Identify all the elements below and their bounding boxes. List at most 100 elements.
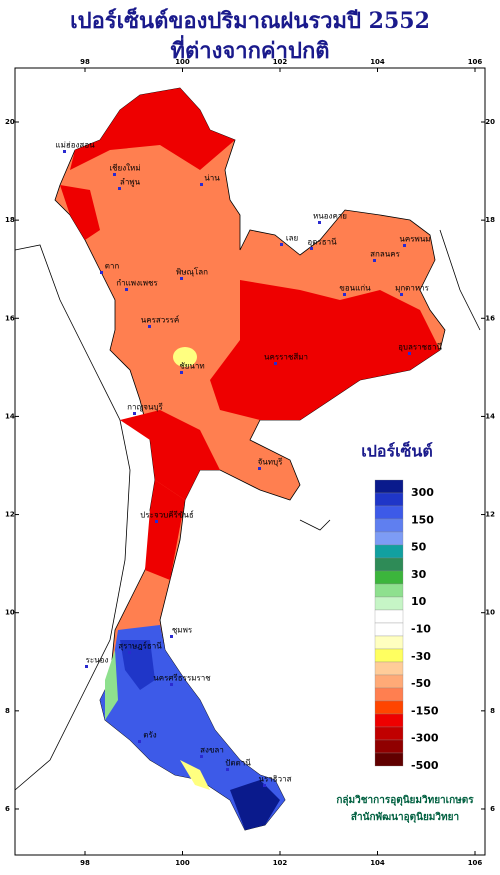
legend-swatch (374, 739, 404, 754)
legend-label: -10 (411, 623, 431, 636)
station-dot (113, 173, 116, 176)
province-label: แม่ฮ่องสอน (55, 141, 95, 150)
station-dot (118, 187, 121, 190)
lat-tick-label: 14 (5, 412, 15, 420)
legend-swatch (374, 518, 404, 533)
province-label: เชียงใหม่ (109, 164, 140, 173)
anomaly-zone (70, 88, 235, 170)
legend-swatch (374, 700, 404, 715)
anomaly-zone (120, 410, 220, 500)
lon-tick-label: 104 (370, 58, 385, 66)
legend-title: เปอร์เซ็นต์ (361, 440, 432, 461)
legend-swatch (374, 648, 404, 663)
lon-tick-label: 104 (370, 859, 385, 867)
legend-label: 10 (411, 595, 427, 608)
axis-ticks: 98 98 100 100 102 102 104 104 106 106 6 6 8 8 10 10 12 12… (5, 58, 495, 867)
station-dot (343, 293, 346, 296)
anomaly-zone (210, 280, 440, 420)
legend-label: 150 (411, 513, 434, 526)
legend-label: 30 (411, 568, 427, 581)
anomaly-zone (60, 185, 100, 240)
legend-label: -150 (411, 704, 439, 717)
lat-tick-label: 18 (485, 216, 495, 224)
province-label: สงขลา (200, 746, 224, 755)
legend-swatch (374, 479, 404, 494)
title: เปอร์เซ็นต์ของปริมาณฝนรวมปี 2552 (70, 6, 430, 34)
legend: เปอร์เซ็นต์ 300 150 50 30 10 -10 -30 -50 -150 -30… (361, 440, 439, 773)
legend-swatch (374, 492, 404, 507)
station-dot (200, 755, 203, 758)
province-label: น่าน (204, 174, 220, 183)
station-dot (148, 325, 151, 328)
legend-label: -300 (411, 732, 439, 745)
province-label: ตรัง (143, 731, 156, 740)
subtitle: ที่ต่างจากค่าปกติ (170, 34, 329, 64)
station-dot (403, 244, 406, 247)
station-dot (85, 665, 88, 668)
credit: กลุ่มวิชาการอุตุนิยมวิทยาเกษตร (336, 794, 474, 806)
anomaly-zone (180, 760, 210, 790)
lon-tick-label: 100 (175, 58, 190, 66)
province-label: จันทบุรี (258, 458, 284, 467)
lon-tick-label: 102 (273, 859, 288, 867)
province-label: ปัตตานี (225, 759, 251, 768)
province-labels: แม่ฮ่องสอนเชียงใหม่ลำพูน น่านหนองคายเลยอุ… (55, 141, 442, 787)
station-dot (128, 651, 131, 654)
legend-swatch (374, 583, 404, 598)
lon-tick-label: 106 (468, 859, 483, 867)
lat-tick-label: 20 (485, 118, 495, 126)
legend-swatch (374, 713, 404, 728)
anomaly-zone (173, 347, 197, 367)
lat-tick-label: 16 (5, 314, 15, 322)
station-dot (263, 784, 266, 787)
province-label: ชัยนาท (179, 362, 204, 371)
province-label: สุราษฎร์ธานี (118, 641, 162, 651)
anomaly-zone (230, 780, 280, 830)
station-dot (63, 150, 66, 153)
legend-label: 50 (411, 541, 427, 554)
station-dot (155, 520, 158, 523)
lat-tick-label: 12 (5, 511, 15, 519)
province-label: ชุมพร (172, 626, 193, 635)
legend-swatch (374, 726, 404, 741)
lat-tick-label: 8 (5, 707, 10, 715)
station-dot (170, 635, 173, 638)
province-label: สกลนคร (370, 250, 400, 259)
lat-tick-label: 6 (5, 805, 10, 813)
province-label: พิษณุโลก (176, 267, 208, 277)
map (14, 67, 486, 856)
legend-swatch (374, 531, 404, 546)
legend-swatch (374, 557, 404, 572)
province-label: ลำพูน (120, 178, 141, 188)
station-dot (133, 412, 136, 415)
lat-tick-label: 14 (485, 412, 495, 420)
province-label: กาญจนบุรี (127, 403, 163, 412)
station-dot (400, 293, 403, 296)
station-dot (200, 183, 203, 186)
anomaly-zone (105, 650, 118, 720)
legend-swatch (374, 752, 404, 767)
province-label: มุกดาหาร (395, 284, 430, 293)
province-label: กำแพงเพชร (116, 279, 158, 288)
station-dot (258, 467, 261, 470)
legend-swatch (374, 596, 404, 611)
province-label: หนองคาย (313, 212, 347, 221)
province-label: ขอนแก่น (339, 284, 371, 293)
station-dot (125, 288, 128, 291)
province-label: เลย (286, 234, 298, 243)
lat-tick-label: 18 (5, 216, 15, 224)
lon-tick-label: 106 (468, 58, 483, 66)
lon-tick-label: 98 (80, 58, 90, 66)
station-dot (373, 259, 376, 262)
station-dot (274, 362, 277, 365)
station-dot (180, 277, 183, 280)
lat-tick-label: 12 (485, 511, 495, 519)
lon-tick-label: 100 (175, 859, 190, 867)
legend-label: -500 (411, 759, 439, 772)
province-label: ประจวบคีรีขันธ์ (140, 510, 194, 520)
province-label: นครราชสีมา (264, 353, 308, 362)
lat-tick-label: 10 (485, 609, 495, 617)
neighbor-coast (14, 229, 481, 791)
province-label: อุบลราชธานี (398, 343, 442, 352)
legend-swatch (374, 687, 404, 702)
